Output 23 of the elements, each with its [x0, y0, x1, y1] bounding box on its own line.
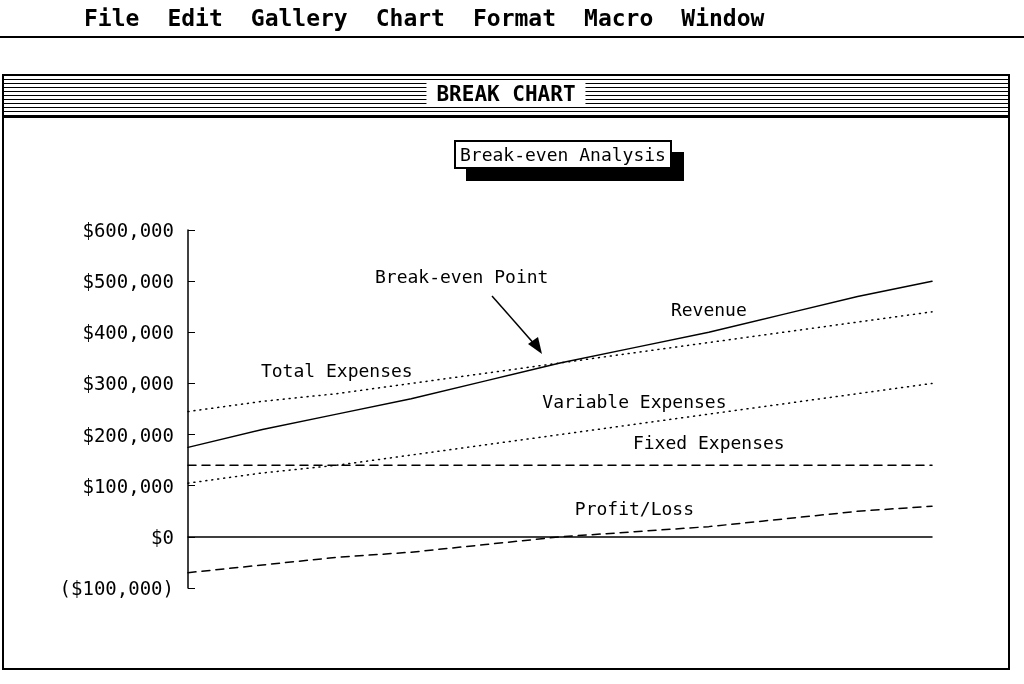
y-tick-label: $300,000: [82, 372, 174, 395]
y-tick-label: $500,000: [82, 270, 174, 293]
y-tick-label: $600,000: [82, 219, 174, 241]
text: Macro: [584, 5, 654, 31]
text: File: [84, 5, 140, 31]
y-tick-label: $200,000: [82, 423, 174, 446]
y-tick-label: ($100,000): [59, 577, 174, 599]
y-tick-label: $400,000: [82, 321, 174, 344]
series-label: Fixed Expenses: [632, 431, 785, 453]
series-label: Total Expenses: [260, 360, 413, 382]
text: Format: [472, 5, 557, 31]
y-tick-label: $100,000: [82, 474, 174, 497]
series-label: Variable Expenses: [542, 390, 727, 412]
text: Chart: [375, 5, 445, 31]
text: Window: [681, 5, 765, 31]
y-tick-label: $0: [151, 525, 174, 548]
series-label: Profit/Loss: [574, 498, 695, 520]
text: Gallery: [250, 5, 348, 31]
annotation: Break-even Point: [375, 266, 549, 287]
chart-subtitle: BREAK CHART: [426, 82, 586, 106]
text: Edit: [167, 5, 223, 31]
chart-title: Break-even Analysis: [454, 140, 672, 169]
series-label: Revenue: [670, 298, 747, 320]
